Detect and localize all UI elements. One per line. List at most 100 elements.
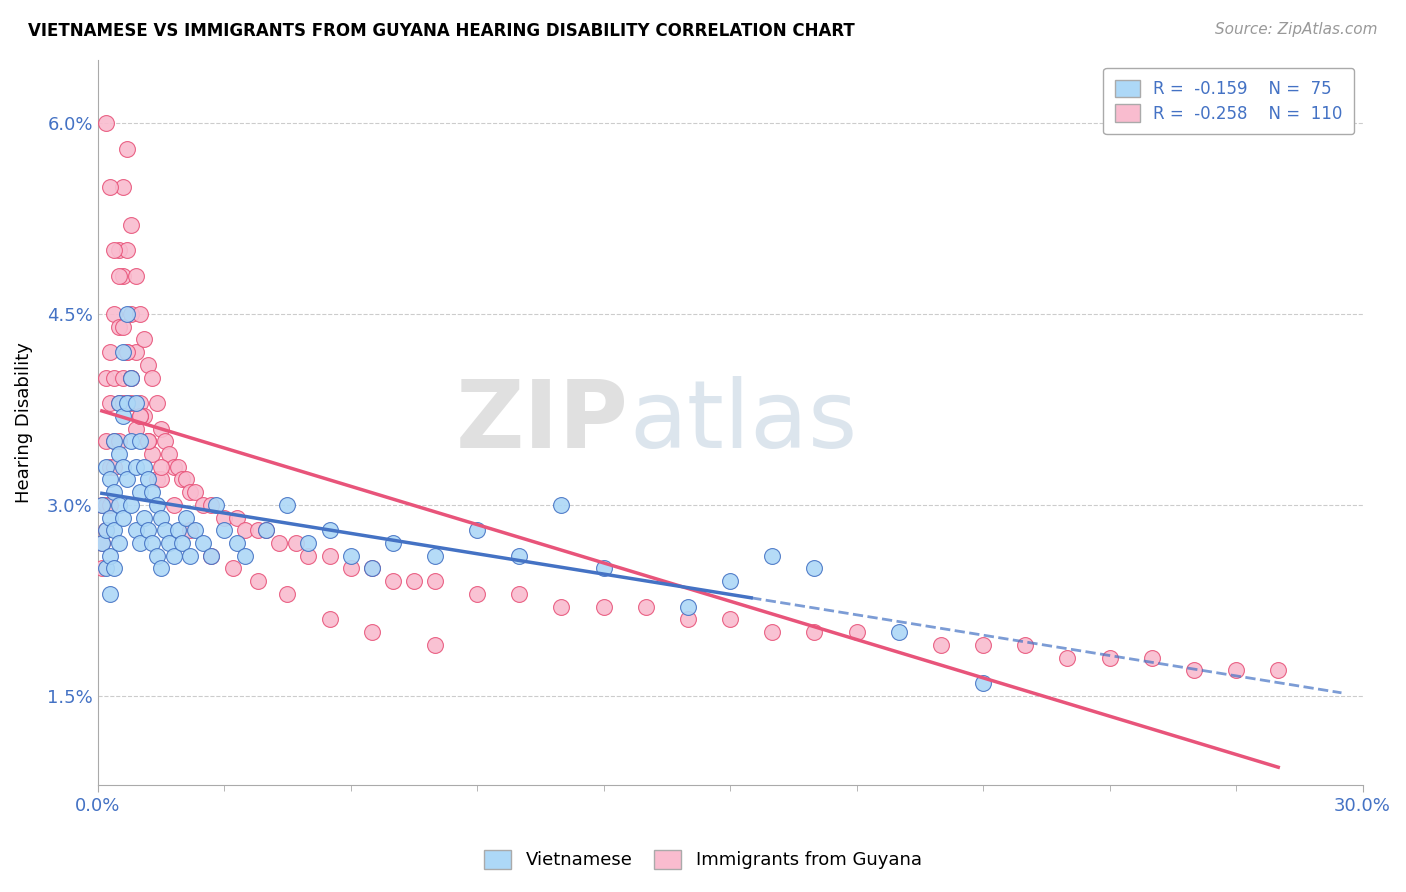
Point xyxy=(221,561,243,575)
Point xyxy=(98,459,121,474)
Point xyxy=(115,472,138,486)
Point xyxy=(124,396,146,410)
Point xyxy=(179,524,201,538)
Point xyxy=(115,396,138,410)
Point xyxy=(592,561,614,575)
Point xyxy=(1056,650,1078,665)
Point xyxy=(90,498,112,512)
Point xyxy=(297,549,319,563)
Point xyxy=(157,536,180,550)
Point xyxy=(803,561,825,575)
Point xyxy=(200,498,222,512)
Text: Source: ZipAtlas.com: Source: ZipAtlas.com xyxy=(1215,22,1378,37)
Point xyxy=(360,625,382,640)
Point xyxy=(107,434,129,449)
Point xyxy=(120,307,142,321)
Point xyxy=(94,116,117,130)
Point xyxy=(107,396,129,410)
Point xyxy=(111,319,134,334)
Point xyxy=(98,396,121,410)
Point xyxy=(107,536,129,550)
Point xyxy=(103,434,125,449)
Point xyxy=(124,459,146,474)
Point xyxy=(141,447,163,461)
Point xyxy=(423,549,446,563)
Point xyxy=(360,561,382,575)
Point xyxy=(170,472,193,486)
Point xyxy=(103,370,125,384)
Point xyxy=(149,459,172,474)
Y-axis label: Hearing Disability: Hearing Disability xyxy=(15,342,32,502)
Point xyxy=(145,498,167,512)
Point xyxy=(318,524,340,538)
Point xyxy=(98,587,121,601)
Point xyxy=(149,561,172,575)
Point xyxy=(166,459,188,474)
Point xyxy=(381,536,404,550)
Point xyxy=(107,396,129,410)
Point xyxy=(153,524,176,538)
Point xyxy=(276,498,298,512)
Point xyxy=(98,549,121,563)
Point xyxy=(128,536,150,550)
Point xyxy=(718,574,741,589)
Point xyxy=(111,396,134,410)
Point xyxy=(166,524,188,538)
Point xyxy=(115,142,138,156)
Point xyxy=(191,536,214,550)
Point xyxy=(284,536,307,550)
Point xyxy=(1140,650,1163,665)
Point xyxy=(141,536,163,550)
Point xyxy=(200,549,222,563)
Point xyxy=(136,472,159,486)
Point xyxy=(94,498,117,512)
Point xyxy=(157,447,180,461)
Point xyxy=(111,409,134,423)
Point xyxy=(128,485,150,500)
Point xyxy=(124,268,146,283)
Point xyxy=(94,434,117,449)
Point xyxy=(212,510,235,524)
Point xyxy=(225,510,247,524)
Point xyxy=(103,524,125,538)
Point xyxy=(136,434,159,449)
Point xyxy=(204,498,226,512)
Point xyxy=(246,574,269,589)
Point xyxy=(98,179,121,194)
Point xyxy=(136,358,159,372)
Point xyxy=(98,498,121,512)
Point xyxy=(90,536,112,550)
Point xyxy=(508,549,530,563)
Legend: Vietnamese, Immigrants from Guyana: Vietnamese, Immigrants from Guyana xyxy=(475,841,931,879)
Point xyxy=(94,459,117,474)
Point xyxy=(149,421,172,435)
Point xyxy=(1267,663,1289,677)
Point xyxy=(360,561,382,575)
Point xyxy=(132,510,155,524)
Point xyxy=(1225,663,1247,677)
Point xyxy=(141,485,163,500)
Point xyxy=(124,345,146,359)
Point xyxy=(145,472,167,486)
Point xyxy=(149,510,172,524)
Point xyxy=(94,370,117,384)
Point xyxy=(103,459,125,474)
Point xyxy=(550,498,572,512)
Point xyxy=(111,510,134,524)
Point xyxy=(90,498,112,512)
Point xyxy=(162,459,184,474)
Point xyxy=(107,319,129,334)
Point xyxy=(107,498,129,512)
Point xyxy=(887,625,910,640)
Point xyxy=(845,625,868,640)
Point xyxy=(339,549,361,563)
Text: ZIP: ZIP xyxy=(456,376,628,468)
Point xyxy=(149,472,172,486)
Point xyxy=(339,561,361,575)
Point xyxy=(111,268,134,283)
Point xyxy=(115,345,138,359)
Point xyxy=(107,268,129,283)
Point xyxy=(153,434,176,449)
Point xyxy=(179,485,201,500)
Point xyxy=(120,218,142,232)
